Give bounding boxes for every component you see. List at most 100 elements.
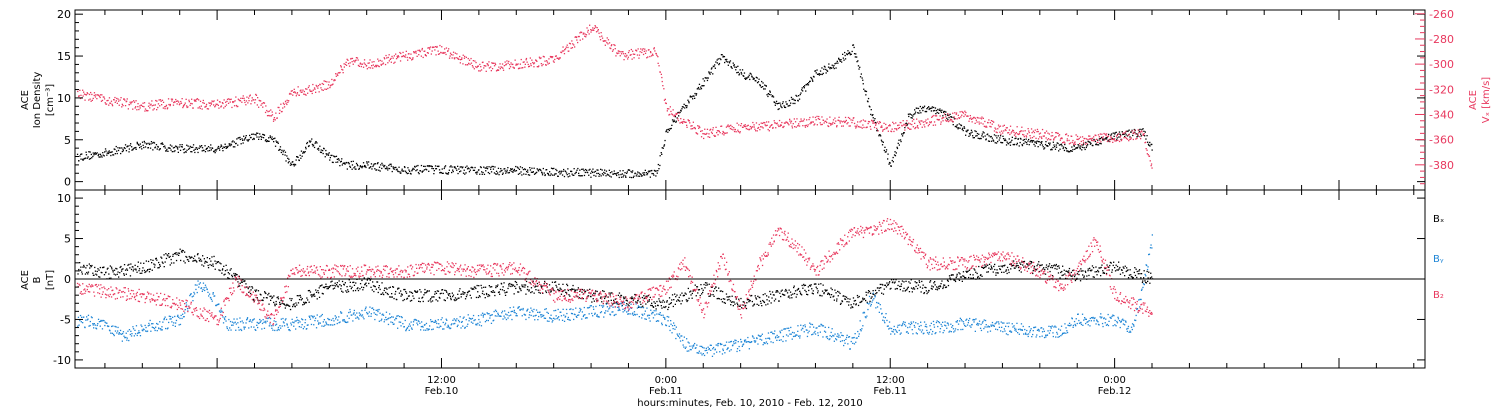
data-point [1108,269,1110,271]
data-point [576,39,578,41]
data-point [183,148,186,150]
data-point [801,89,803,91]
data-point [806,119,808,121]
data-point [155,258,157,260]
data-point [224,143,226,145]
data-point [557,57,559,59]
data-point [649,55,651,58]
data-point [116,152,118,155]
data-point [406,172,408,175]
data-point [676,300,678,302]
data-point [1069,142,1072,144]
data-point [175,322,177,324]
data-point [223,265,225,267]
data-point [187,259,189,261]
data-point [583,174,586,177]
data-point [590,295,592,298]
data-point [177,151,179,153]
data-point [911,120,914,122]
data-point [861,127,863,129]
data-point [149,107,151,109]
data-point [452,294,455,296]
data-point [431,300,434,302]
data-point [860,73,862,75]
data-point [122,148,124,150]
data-point [327,286,329,288]
data-point [343,162,345,164]
data-point [859,76,862,78]
data-point [271,297,273,299]
data-point [1054,136,1056,139]
data-point [179,103,181,105]
data-point [445,172,447,174]
data-point [775,291,777,293]
data-point [1105,134,1107,137]
data-point [967,270,969,272]
data-point [1035,142,1038,144]
data-point [687,99,689,101]
data-point [978,123,980,125]
data-point [306,142,308,145]
data-point [442,172,444,174]
data-point [1079,280,1082,282]
data-point [96,94,98,96]
data-point [558,171,560,173]
data-point [211,256,213,258]
data-point [742,301,744,303]
data-point [230,98,232,100]
data-point [314,88,316,90]
data-point [181,251,183,253]
data-point [116,268,118,270]
data-point [225,104,228,106]
data-point [601,301,603,303]
data-point [1040,136,1043,138]
data-point [802,120,805,122]
data-point [989,122,991,124]
data-point [169,318,171,320]
data-point [1063,141,1065,143]
data-point [1119,135,1122,137]
data-point [376,281,379,283]
data-point [1092,276,1094,278]
data-point [974,269,976,271]
data-point [198,257,200,259]
data-point [563,168,565,171]
data-point [869,300,871,302]
data-point [544,280,546,283]
data-point [183,260,185,262]
data-point [511,285,514,287]
data-point [645,303,647,305]
data-point [667,131,669,133]
data-point [642,172,644,174]
data-point [783,125,785,128]
data-point [269,136,271,138]
data-point [643,172,645,174]
data-point [558,283,560,285]
data-point [260,294,262,296]
data-point [787,105,789,107]
data-point [486,168,489,170]
data-point [744,77,746,80]
data-point [209,264,211,266]
data-point [1107,135,1110,137]
data-point [560,293,563,295]
data-point [1144,131,1146,133]
data-point [314,295,316,297]
data-point [352,63,354,65]
data-point [156,148,158,150]
data-point [515,281,518,284]
data-point [1061,274,1063,277]
data-point [811,79,814,81]
data-point [494,63,497,66]
data-point [617,294,619,296]
data-point [546,169,548,171]
data-point [1106,133,1108,135]
data-point [1008,271,1010,274]
data-point [745,126,747,128]
data-point [609,47,611,49]
data-point [82,89,84,91]
data-point [427,290,429,292]
data-point [411,170,413,172]
data-point [111,268,113,270]
data-point [507,287,509,290]
